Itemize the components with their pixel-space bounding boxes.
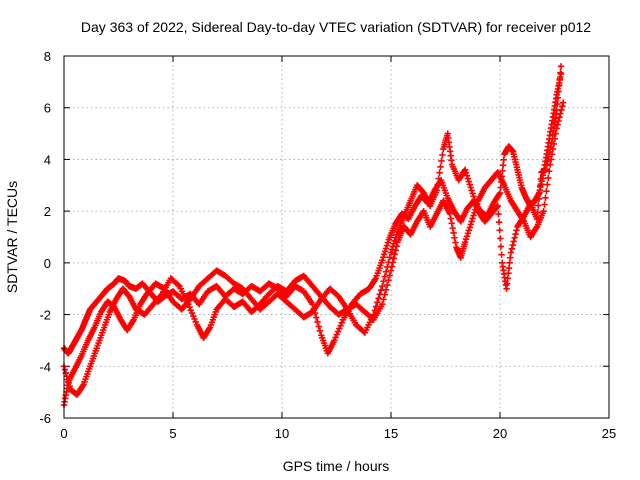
y-axis-label: SDTVAR / TECUs — [4, 181, 20, 293]
axis-ticks: 0 5 10 15 20 25 -6 -4 -2 0 2 4 6 8 — [39, 49, 616, 441]
y-tick-label: 0 — [44, 256, 51, 271]
series-track-3 — [60, 63, 565, 409]
x-tick-label: 25 — [602, 426, 616, 441]
y-tick-label: -6 — [39, 411, 51, 426]
x-tick-label: 15 — [384, 426, 398, 441]
x-axis-label: GPS time / hours — [283, 458, 390, 474]
y-tick-label: 6 — [44, 101, 51, 116]
plus-marker — [60, 63, 565, 409]
x-tick-label: 20 — [493, 426, 507, 441]
x-tick-label: 5 — [169, 426, 176, 441]
series-track-2 — [60, 99, 567, 398]
y-tick-label: -4 — [39, 359, 51, 374]
y-tick-label: 2 — [44, 204, 51, 219]
data-series — [60, 63, 567, 409]
plus-marker — [60, 99, 567, 398]
y-tick-label: 8 — [44, 49, 51, 64]
x-tick-label: 0 — [60, 426, 67, 441]
plot-frame — [63, 55, 610, 419]
chart-title: Day 363 of 2022, Sidereal Day-to-day VTE… — [81, 19, 591, 35]
x-tick-label: 10 — [275, 426, 289, 441]
y-tick-label: 4 — [44, 152, 51, 167]
y-tick-label: -2 — [39, 308, 51, 323]
grid — [64, 56, 609, 418]
